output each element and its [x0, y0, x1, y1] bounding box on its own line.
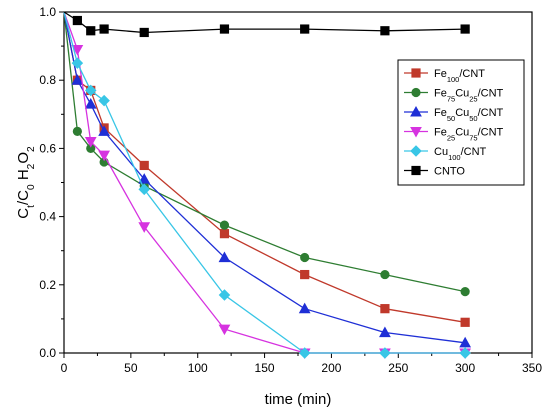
y-axis-label: Ct/C0 H2O2 — [15, 146, 37, 219]
series-line — [63, 11, 466, 34]
data-point — [218, 324, 231, 336]
data-point — [98, 94, 110, 107]
legend-item: CNTO — [404, 166, 465, 178]
series-2 — [63, 11, 472, 348]
series-5 — [63, 11, 470, 38]
y-tick-label: 1.0 — [39, 5, 56, 19]
x-tick-label: 350 — [522, 361, 542, 375]
legend-marker — [411, 87, 421, 98]
data-point — [84, 98, 97, 109]
data-point — [71, 74, 84, 85]
data-point — [139, 160, 149, 171]
data-point — [138, 222, 151, 233]
legend-label: CNTO — [434, 166, 465, 178]
data-point — [72, 126, 82, 136]
x-tick-label: 150 — [255, 361, 275, 375]
data-point — [460, 24, 470, 34]
legend-item: Cu100/CNT — [404, 145, 487, 162]
legend-marker — [410, 145, 422, 157]
data-point — [139, 27, 149, 38]
data-point — [84, 137, 97, 148]
data-point — [219, 24, 230, 34]
data-point — [99, 24, 109, 34]
y-tick-label: 0.8 — [39, 73, 56, 87]
legend-label: Fe75Cu25/CNT — [434, 88, 504, 104]
data-point — [219, 229, 230, 239]
legend-marker — [411, 68, 421, 78]
legend-label: Cu100/CNT — [434, 146, 487, 162]
data-point — [138, 183, 150, 196]
y-tick-label: 0.4 — [39, 210, 56, 224]
data-point — [460, 287, 470, 297]
data-point — [219, 220, 230, 230]
legend: Fe100/CNT Fe75Cu25/CNT Fe50Cu50/CNT Fe25Cu7… — [397, 59, 525, 186]
data-point — [380, 304, 390, 314]
legend-marker — [411, 165, 421, 176]
data-point — [71, 57, 84, 69]
legend-label: Fe50Cu50/CNT — [434, 107, 504, 123]
x-tick-label: 250 — [388, 361, 408, 375]
data-point — [300, 252, 310, 263]
data-point — [298, 347, 311, 359]
x-axis-label: time (min) — [265, 391, 332, 408]
x-tick-label: 0 — [61, 361, 68, 375]
data-point — [72, 15, 82, 26]
data-point — [459, 347, 471, 359]
data-point — [300, 269, 310, 280]
data-point — [379, 326, 391, 338]
series-layer — [63, 11, 472, 360]
data-point — [84, 84, 97, 97]
data-point — [300, 24, 310, 34]
data-point — [379, 347, 391, 359]
x-tick-label: 300 — [455, 361, 475, 375]
x-tick-label: 50 — [124, 361, 138, 375]
data-point — [138, 173, 151, 184]
data-point — [218, 251, 231, 263]
data-point — [380, 26, 390, 36]
legend-box — [397, 59, 525, 186]
legend-marker — [410, 105, 422, 117]
y-tick-label: 0.2 — [39, 278, 56, 292]
legend-item: Fe25Cu75/CNT — [404, 126, 504, 143]
data-point — [98, 125, 110, 136]
data-point — [298, 302, 311, 314]
y-tick-label: 0.0 — [39, 346, 56, 360]
data-point — [71, 44, 84, 56]
data-point — [218, 289, 231, 301]
legend-item: Fe100/CNT — [404, 68, 485, 84]
legend-item: Fe75Cu25/CNT — [404, 87, 504, 104]
data-point — [98, 150, 110, 162]
y-tick-label: 0.6 — [39, 141, 56, 155]
data-point — [380, 269, 390, 280]
series-4 — [63, 11, 471, 359]
data-point — [459, 336, 472, 348]
legend-item: Fe50Cu50/CNT — [404, 105, 504, 123]
legend-marker — [410, 126, 422, 138]
x-tick-label: 100 — [188, 361, 208, 375]
x-tick-label: 200 — [321, 361, 341, 375]
legend-label: Fe25Cu75/CNT — [434, 127, 504, 143]
data-point — [460, 317, 470, 327]
data-point — [86, 26, 96, 36]
legend-label: Fe100/CNT — [434, 68, 485, 84]
